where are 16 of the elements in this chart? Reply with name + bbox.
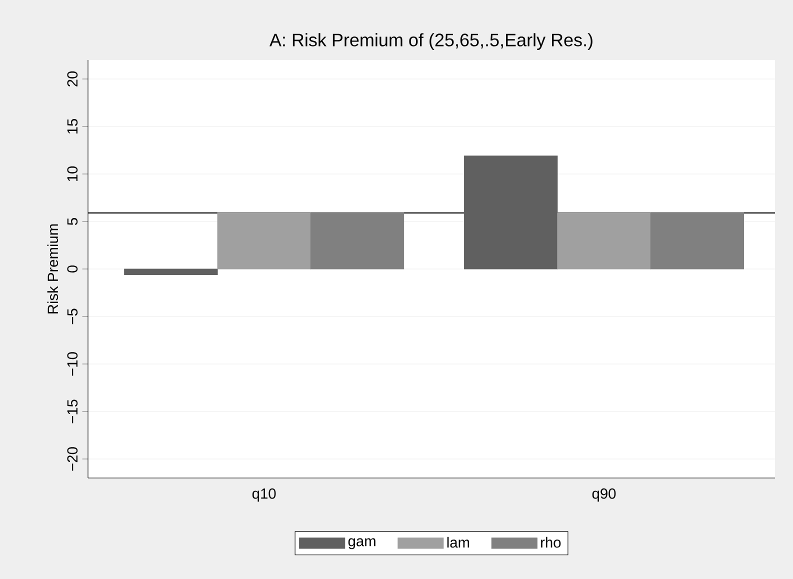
y-tick-label: 10 xyxy=(67,166,78,182)
legend-label: rho xyxy=(541,536,561,548)
chart-title: A: Risk Premium of (25,65,.5,Early Res.) xyxy=(269,33,592,50)
y-tick-label: −20 xyxy=(67,447,78,471)
y-axis-title: Risk Premium xyxy=(47,224,58,314)
x-tick-label: q90 xyxy=(592,488,616,502)
legend-label: lam xyxy=(447,536,470,548)
y-tick-label: −5 xyxy=(67,308,78,324)
y-tick-label: −10 xyxy=(67,352,78,376)
x-tick-label: q10 xyxy=(252,488,276,502)
y-tick-label: 5 xyxy=(67,218,78,225)
y-tick-label: −15 xyxy=(67,400,78,424)
y-tick-label: 20 xyxy=(67,71,78,86)
legend-label: gam xyxy=(348,538,376,550)
y-tick-label: 15 xyxy=(67,118,78,134)
y-tick-label: 0 xyxy=(67,266,78,273)
